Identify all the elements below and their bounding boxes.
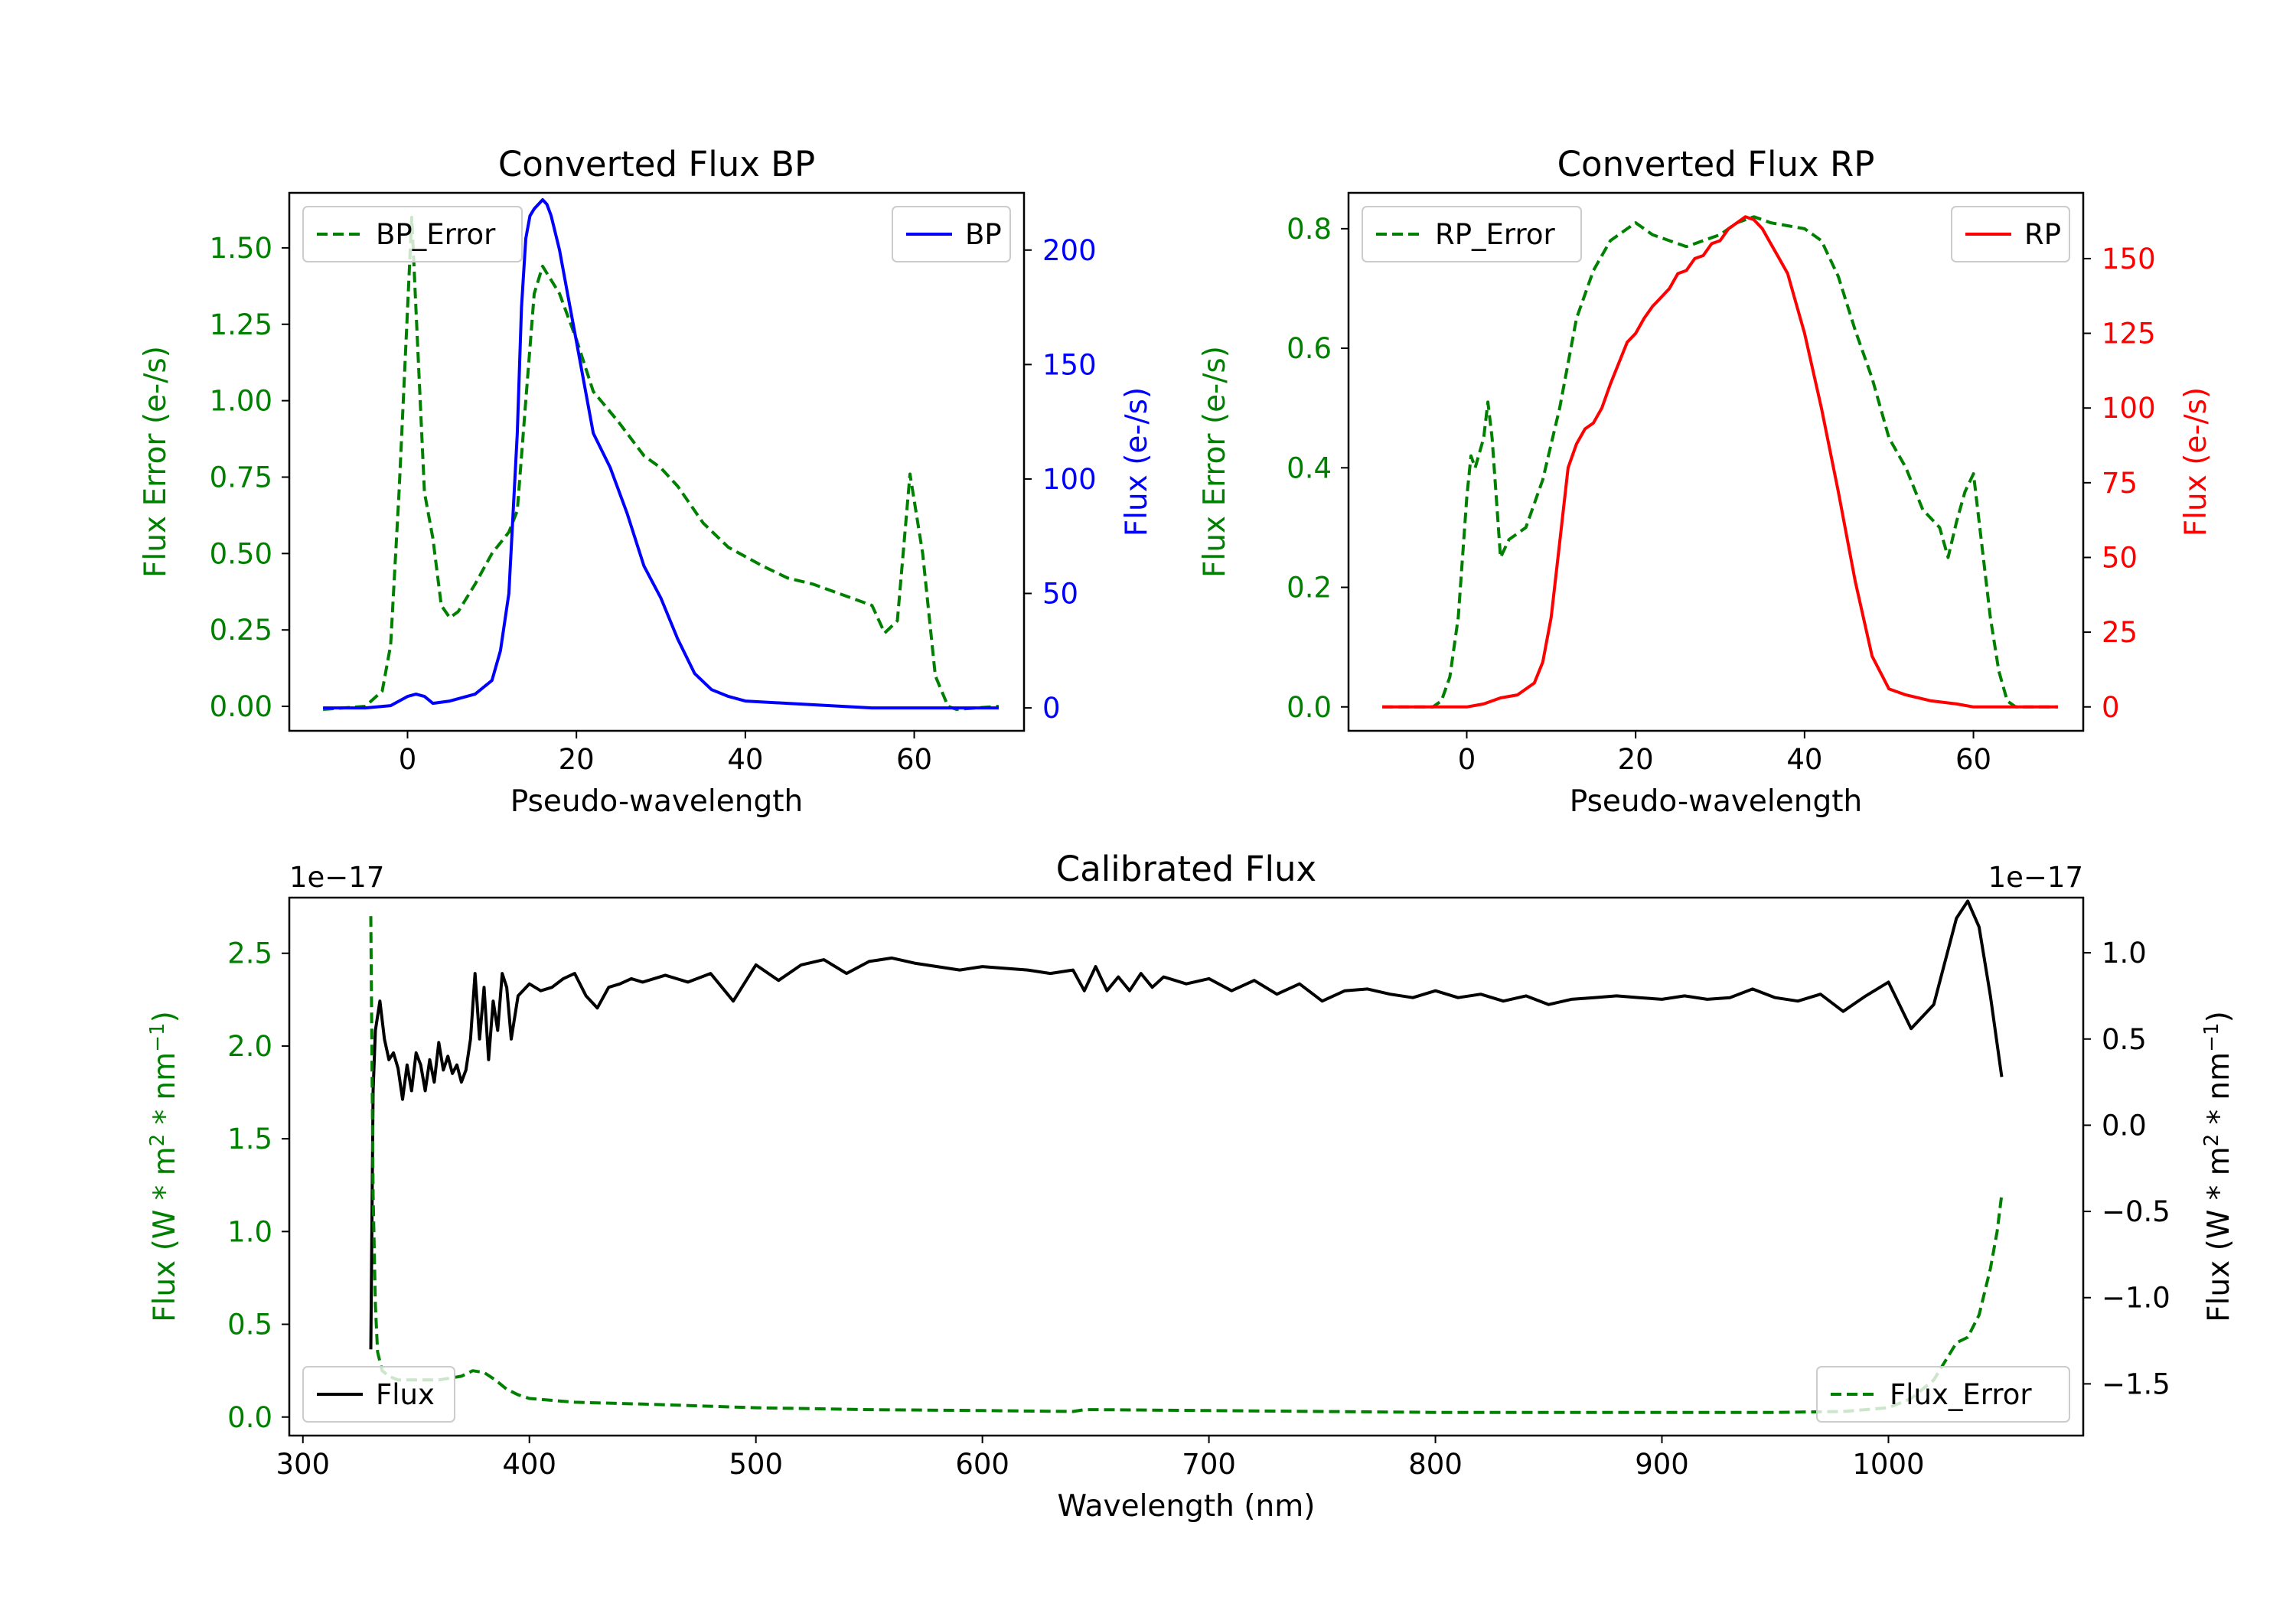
series-line-bp-error [322, 216, 1000, 711]
series-line-flux [369, 899, 2004, 1350]
y-right-offset-text: 1e−17 [1988, 861, 2083, 894]
legend-box [302, 206, 523, 262]
y-right-tick-label: 150 [1042, 348, 1097, 381]
x-tick-label: 0 [399, 743, 417, 776]
y-left-tick-label: 0.2 [1287, 572, 1332, 605]
y-right-tick-label: 0 [2102, 691, 2120, 724]
x-tick-label: 500 [729, 1448, 783, 1481]
y-left-axis-label: Flux Error (e-/s) [1198, 346, 1232, 578]
y-left-tick-label: 1.50 [210, 232, 272, 265]
legend-label: Flux [376, 1378, 435, 1411]
rp-chart: Converted Flux RP 0 20 40 60 Pseudo-wavelengt… [1198, 144, 2213, 819]
y-left-tick-label: 0.00 [210, 690, 272, 723]
x-tick-label: 20 [559, 743, 595, 776]
legend-box [1362, 206, 1582, 262]
y-left-tick-label: 0.5 [227, 1309, 272, 1341]
y-right-tick-label: 200 [1042, 234, 1097, 267]
x-tick-label: 600 [955, 1448, 1009, 1481]
y-right-tick-label: −0.5 [2102, 1195, 2170, 1228]
x-tick-label: 20 [1618, 743, 1654, 776]
chart-title: Converted Flux RP [1557, 144, 1875, 184]
x-axis-label: Wavelength (nm) [1058, 1489, 1316, 1524]
legend-flux-error: Flux_Error [1816, 1366, 2070, 1423]
y-left-tick-label: 0.6 [1287, 332, 1332, 365]
y-left-tick-label: 2.0 [227, 1030, 272, 1063]
y-left-tick-label: 1.00 [210, 385, 272, 418]
y-left-tick-label: 1.25 [210, 308, 272, 341]
y-left-offset-text: 1e−17 [289, 861, 384, 894]
y-right-tick-label: 0.5 [2102, 1023, 2147, 1056]
y-left-tick-label: 1.5 [227, 1123, 272, 1156]
x-axis-label: Pseudo-wavelength [1570, 784, 1862, 819]
y-right-tick-label: 0 [1042, 692, 1061, 725]
y-right-tick-label: 25 [2102, 616, 2138, 649]
y-right-axis-label: Flux (e-/s) [1120, 387, 1154, 536]
y-left-tick-label: 0.25 [210, 614, 272, 647]
legend-box [1816, 1366, 2070, 1423]
series-line-bp [323, 198, 999, 710]
y-left-tick-label: 1.0 [227, 1215, 272, 1248]
legend-label: Flux_Error [1890, 1378, 2032, 1411]
x-axis-label: Pseudo-wavelength [510, 784, 803, 819]
series-line-rp-error [1382, 215, 2058, 709]
legend-box [302, 1366, 455, 1423]
series-line-rp [1382, 215, 2058, 709]
y-right-tick-label: 75 [2102, 467, 2138, 500]
x-tick-label: 0 [1458, 743, 1476, 776]
y-right-axis-label: Flux (e-/s) [2179, 387, 2213, 536]
chart-title: Calibrated Flux [1056, 849, 1316, 889]
y-right-tick-label: 0.0 [2102, 1109, 2147, 1142]
legend-label: BP [965, 218, 1002, 251]
y-left-axis-label: Flux (W * m2 * nm−1) [146, 1011, 182, 1322]
bp-chart: Converted Flux BP 0 20 40 60 Pseudo-wavelengt… [139, 144, 1154, 819]
x-tick-label: 1000 [1852, 1448, 1924, 1481]
axes-frame [288, 896, 2085, 1437]
legend-rp-error: RP_Error [1362, 206, 1582, 262]
legend-bp: BP [892, 206, 1011, 262]
x-tick-label: 400 [502, 1448, 556, 1481]
y-right-tick-label: −1.5 [2102, 1367, 2170, 1400]
x-tick-label: 900 [1635, 1448, 1689, 1481]
calibrated-chart: Calibrated Flux 300 400 500 600 700 800 900 1000… [146, 849, 2236, 1524]
y-left-tick-label: 0.0 [227, 1401, 272, 1434]
x-tick-label: 700 [1182, 1448, 1236, 1481]
y-right-tick-label: 1.0 [2102, 937, 2147, 970]
y-left-tick-label: 0.0 [1287, 691, 1332, 724]
legend-flux: Flux [302, 1366, 455, 1423]
y-left-tick-label: 2.5 [227, 937, 272, 970]
chart-title: Converted Flux BP [498, 144, 815, 184]
y-left-tick-label: 0.50 [210, 537, 272, 570]
axes-frame [1347, 191, 2085, 732]
y-left-tick-label: 0.4 [1287, 451, 1332, 484]
y-right-tick-label: −1.0 [2102, 1282, 2170, 1315]
legend-bp-error: BP_Error [302, 206, 523, 262]
y-left-tick-label: 0.75 [210, 461, 272, 494]
x-tick-label: 60 [896, 743, 932, 776]
x-tick-label: 60 [1955, 743, 1991, 776]
y-right-tick-label: 100 [2102, 392, 2156, 425]
y-right-axis-label: Flux (W * m2 * nm−1) [2200, 1011, 2236, 1322]
legend-label: RP [2024, 218, 2061, 251]
y-right-tick-label: 50 [2102, 541, 2138, 574]
axes-frame [288, 191, 1026, 732]
y-right-tick-label: 50 [1042, 578, 1078, 611]
x-tick-label: 800 [1408, 1448, 1463, 1481]
x-tick-label: 40 [727, 743, 763, 776]
y-left-tick-label: 0.8 [1287, 213, 1332, 246]
y-left-axis-label: Flux Error (e-/s) [139, 346, 173, 578]
x-tick-label: 40 [1786, 743, 1822, 776]
y-right-tick-label: 100 [1042, 463, 1097, 496]
y-right-tick-label: 125 [2102, 318, 2156, 350]
legend-rp: RP [1951, 206, 2070, 262]
legend-label: RP_Error [1435, 218, 1555, 251]
legend-label: BP_Error [376, 218, 496, 251]
x-tick-label: 300 [276, 1448, 330, 1481]
y-right-tick-label: 150 [2102, 243, 2156, 275]
